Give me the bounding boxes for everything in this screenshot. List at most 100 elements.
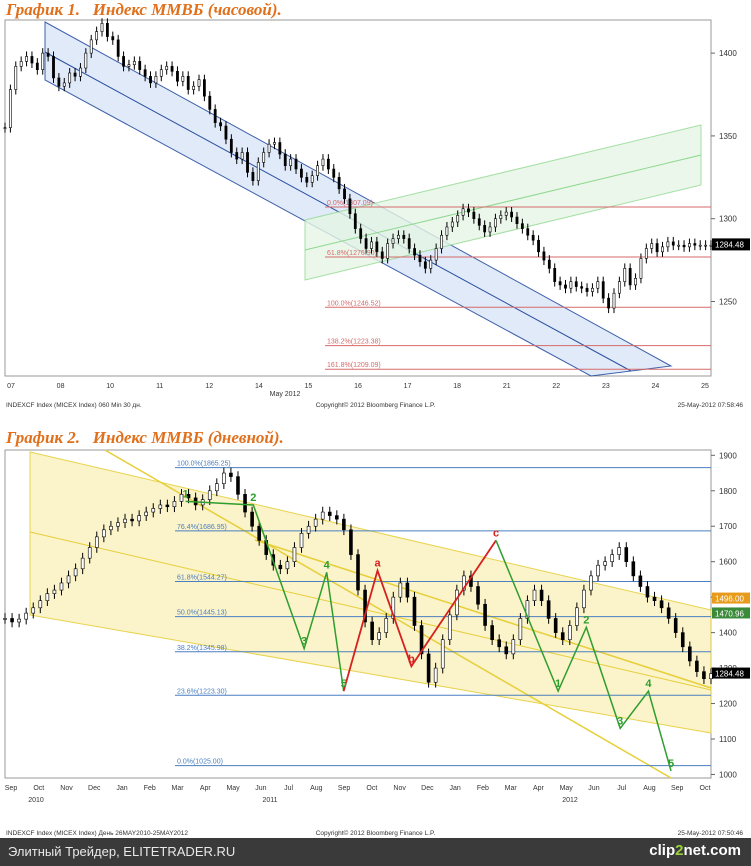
candle-body xyxy=(666,241,670,248)
wave-label: 3 xyxy=(301,636,307,648)
x-month-label: May 2012 xyxy=(270,391,301,398)
candle-body xyxy=(229,472,233,477)
x-tick-label: 22 xyxy=(552,383,560,390)
candle-body xyxy=(612,292,616,309)
candle-body xyxy=(537,239,540,253)
candle-body xyxy=(455,589,459,616)
candle-body xyxy=(38,600,43,609)
y-tick-label: 1900 xyxy=(719,451,737,460)
candle-body xyxy=(596,564,600,577)
candle-body xyxy=(343,188,346,200)
chart-footer-right: 25-May-2012 07:58:46 xyxy=(678,402,744,409)
x-tick-label: May xyxy=(560,785,574,792)
candle-body xyxy=(580,286,584,289)
candle-body xyxy=(497,639,502,648)
footer-site-text[interactable]: Элитный Трейдер, ELITETRADER.RU xyxy=(8,844,236,859)
candle-body xyxy=(518,618,523,641)
fib-label: 50.0%(1445.13) xyxy=(177,610,227,617)
candle-body xyxy=(349,529,353,555)
candle-body xyxy=(673,618,678,633)
wave-label: c xyxy=(493,527,499,539)
x-tick-label: Nov xyxy=(393,785,406,792)
trend-channel xyxy=(44,21,673,377)
y-tick-label: 1600 xyxy=(719,558,737,567)
clip2net-logo[interactable]: clip2net.com xyxy=(649,842,741,859)
candle-body xyxy=(370,621,374,641)
candle-body xyxy=(499,215,503,219)
candle-body xyxy=(10,618,14,623)
candle-body xyxy=(429,259,433,269)
candle-body xyxy=(236,476,240,495)
candle-body xyxy=(445,226,449,236)
candle-body xyxy=(624,547,629,562)
candle-body xyxy=(511,639,516,655)
candle-body xyxy=(215,483,219,492)
price-label: 1470.96 xyxy=(715,609,744,618)
candle-body xyxy=(207,490,212,500)
candle-body xyxy=(25,56,28,62)
candle-body xyxy=(567,625,572,641)
trend-line-long xyxy=(254,539,712,689)
chart2-title: График 2. Индекс ММВБ (дневной). xyxy=(6,428,284,447)
candle-body xyxy=(397,234,400,239)
candle-body xyxy=(332,168,336,178)
wave-label: 2 xyxy=(583,614,589,626)
x-tick-label: Mar xyxy=(505,785,518,792)
candle-body xyxy=(299,533,304,548)
x-tick-label: 15 xyxy=(305,383,313,390)
candle-body xyxy=(306,525,311,534)
x-tick-label: May xyxy=(226,785,240,792)
candle-body xyxy=(462,575,466,591)
candle-body xyxy=(531,234,535,241)
trend-line-steep xyxy=(104,449,672,779)
candle-body xyxy=(122,56,125,67)
candle-body xyxy=(137,515,141,522)
candle-body xyxy=(650,243,654,249)
x-tick-label: Sep xyxy=(5,785,18,792)
candle-body xyxy=(589,575,593,591)
candle-body xyxy=(285,561,290,570)
chart2-daily-micex: 1000110012001300140015001600170018001900… xyxy=(3,449,750,837)
x-tick-label: Jul xyxy=(617,785,626,792)
candle-body xyxy=(440,234,443,249)
candle-body xyxy=(504,646,509,655)
y-tick-label: 1250 xyxy=(719,297,737,306)
candle-body xyxy=(483,225,487,233)
channel-midline xyxy=(44,51,632,372)
candle-body xyxy=(283,153,287,167)
candle-body xyxy=(154,75,158,84)
chart-footer-right: 25-May-2012 07:50:46 xyxy=(678,830,744,837)
x-tick-label: 10 xyxy=(106,383,114,390)
candle-body xyxy=(84,52,88,69)
y-tick-label: 1400 xyxy=(719,629,737,638)
candle-body xyxy=(413,248,416,256)
candle-body xyxy=(677,244,681,247)
candle-body xyxy=(45,593,50,602)
x-tick-label: 08 xyxy=(57,383,65,390)
fib-label: 100.0%(1246.52) xyxy=(327,300,381,307)
candle-body xyxy=(447,614,452,641)
candle-body xyxy=(709,244,713,247)
candle-body xyxy=(391,596,396,619)
chart-footer-center: Copyright© 2012 Bloomberg Finance L.P. xyxy=(316,829,436,837)
wave-label: 1 xyxy=(555,678,561,690)
candle-body xyxy=(515,216,519,224)
candle-body xyxy=(68,72,72,84)
candle-body xyxy=(426,653,431,683)
candle-body xyxy=(267,143,271,153)
candle-body xyxy=(132,61,136,66)
candle-body xyxy=(419,625,424,655)
candle-body xyxy=(520,223,524,229)
candle-body xyxy=(289,158,293,167)
x-tick-label: 21 xyxy=(503,383,511,390)
candle-body xyxy=(31,607,36,614)
candle-body xyxy=(52,589,57,594)
candle-body xyxy=(384,618,389,633)
chart-footer-left: INDEXCF Index (MICEX Index) Дeнь 26MAY20… xyxy=(6,830,188,837)
candle-body xyxy=(494,218,497,228)
candle-body xyxy=(610,554,614,562)
candle-body xyxy=(294,158,298,170)
candle-body xyxy=(79,67,82,77)
candle-body xyxy=(661,246,664,253)
wave-label: 4 xyxy=(324,559,331,571)
